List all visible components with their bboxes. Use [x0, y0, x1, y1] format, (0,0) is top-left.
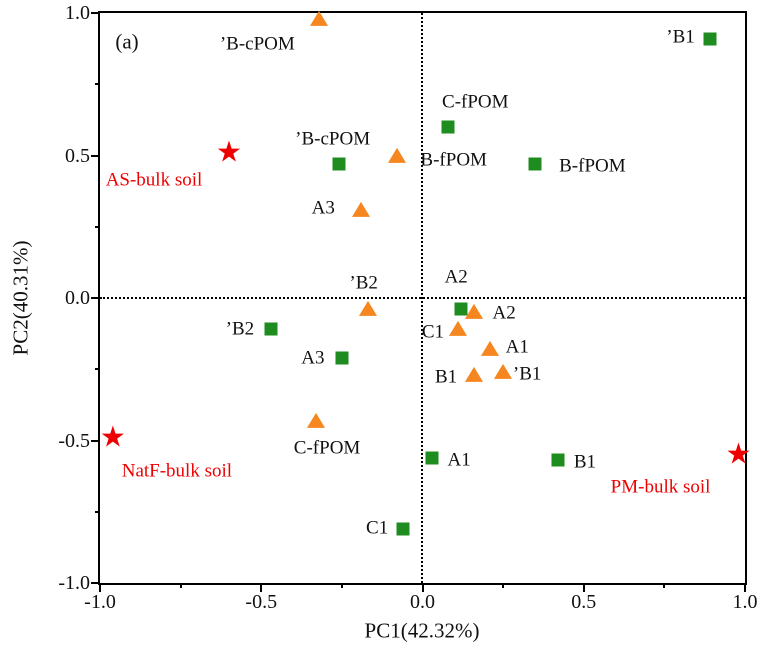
point-label-natf-bulk-soil: NatF-bulk soil — [121, 460, 233, 482]
point-label-pm-bulk-soil: PM-bulk soil — [610, 476, 711, 498]
x-axis-tick — [582, 583, 585, 592]
triangle-marker-a3 — [352, 201, 371, 217]
square-marker-a3 — [335, 351, 349, 365]
square-marker-b1 — [703, 32, 717, 46]
x-tick-label: 0.0 — [410, 591, 435, 613]
triangle-marker-b1 — [494, 363, 513, 379]
point-label-b2: ’B2 — [225, 318, 255, 340]
y-axis-tick — [91, 297, 100, 299]
y-axis-tick — [91, 582, 100, 584]
triangle-marker-b2 — [358, 301, 377, 317]
square-marker-c-fpom — [441, 120, 455, 134]
point-label-b2: ’B2 — [349, 272, 378, 294]
zero-line-vertical — [421, 13, 423, 583]
square-marker-c1 — [396, 522, 410, 536]
square-marker-a2 — [454, 302, 468, 316]
y-axis-minor-tick — [95, 225, 100, 228]
triangle-marker-a2 — [465, 304, 484, 320]
y-tick-label: -0.5 — [58, 429, 90, 452]
point-label-a2: A2 — [492, 302, 516, 324]
x-axis-title: PC1(42.32%) — [364, 618, 480, 643]
point-label-c1: C1 — [366, 517, 389, 539]
point-label-b-cpom: ’B-cPOM — [295, 128, 371, 150]
x-axis-minor-tick — [502, 583, 505, 588]
y-tick-label: 0.5 — [65, 144, 90, 167]
y-tick-label: 0.0 — [65, 287, 90, 309]
triangle-marker-b-cpom — [310, 10, 329, 26]
x-axis-minor-tick — [340, 583, 343, 588]
point-label-c-fpom: C-fPOM — [442, 91, 509, 113]
triangle-marker-c-fpom — [307, 412, 326, 428]
point-label-b1: ’B1 — [512, 363, 542, 385]
y-axis-minor-tick — [95, 368, 100, 371]
y-axis-tick — [91, 154, 100, 157]
triangle-marker-a1 — [481, 341, 500, 357]
point-label-a1: A1 — [447, 449, 471, 471]
x-tick-label: -0.5 — [245, 591, 278, 613]
x-axis-tick — [744, 583, 746, 592]
point-label-as-bulk-soil: AS-bulk soil — [105, 169, 203, 191]
x-axis-tick — [260, 583, 263, 592]
star-marker-as-bulk-soil: ★ — [216, 133, 242, 168]
point-label-b1: B1 — [435, 366, 458, 388]
star-marker-natf-bulk-soil: ★ — [99, 418, 126, 453]
point-label-b-fpom: B-fPOM — [559, 155, 626, 177]
triangle-marker-c1 — [448, 321, 467, 337]
triangle-marker-b1 — [465, 366, 484, 382]
y-tick-label: -1.0 — [58, 572, 90, 594]
point-label-b1: ’B1 — [666, 26, 695, 48]
point-label-a1: A1 — [505, 336, 529, 358]
point-label-b1: B1 — [573, 451, 597, 473]
point-label-a3: A3 — [311, 197, 335, 219]
x-tick-label: -1.0 — [84, 591, 116, 613]
triangle-marker-b-fpom — [387, 147, 406, 163]
x-axis-minor-tick — [663, 583, 666, 588]
point-label-c-fpom: C-fPOM — [293, 437, 361, 459]
y-axis-minor-tick — [95, 83, 100, 86]
panel-label: (a) — [115, 29, 139, 54]
y-axis-tick — [91, 439, 100, 442]
x-axis-tick — [421, 583, 424, 592]
point-label-b-fpom: B-fPOM — [420, 149, 487, 170]
square-marker-b-cpom — [332, 157, 346, 171]
y-tick-label: 1.0 — [65, 2, 90, 24]
x-axis-tick — [99, 583, 101, 592]
star-marker-pm-bulk-soil: ★ — [725, 436, 752, 471]
y-axis-minor-tick — [95, 510, 100, 513]
x-tick-label: 1.0 — [732, 591, 758, 613]
x-tick-label: 0.5 — [571, 591, 597, 613]
square-marker-b1 — [551, 453, 565, 467]
square-marker-a1 — [425, 451, 439, 465]
point-label-a3: A3 — [301, 347, 325, 369]
y-axis-tick — [91, 12, 100, 14]
point-label-a2: A2 — [444, 266, 468, 288]
y-axis-title: PC2(40.31%) — [8, 240, 33, 356]
point-label-b-cpom: ’B-cPOM — [219, 33, 295, 55]
square-marker-b2 — [264, 322, 278, 336]
x-axis-minor-tick — [179, 583, 182, 588]
square-marker-b-fpom — [528, 157, 542, 171]
point-label-c1: C1 — [421, 321, 445, 343]
